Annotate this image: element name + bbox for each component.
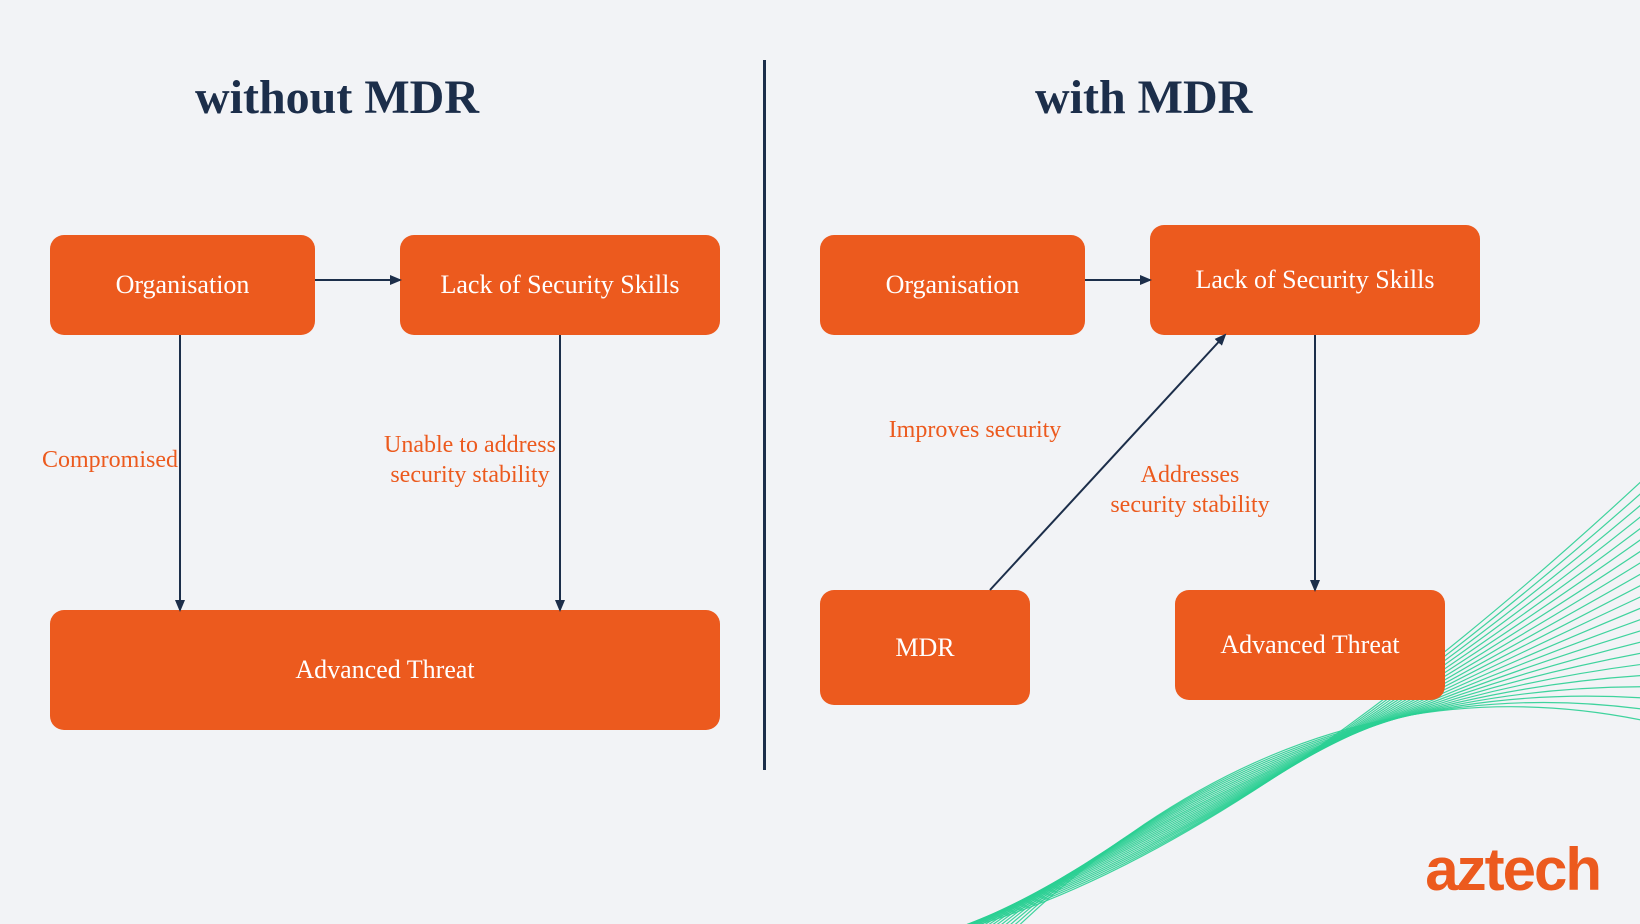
edge-label-compromised: Compromised [30, 445, 190, 475]
node-left-organisation: Organisation [50, 235, 315, 335]
title-left: without MDR [195, 70, 479, 125]
divider [763, 60, 766, 770]
arrows-layer [0, 0, 1640, 924]
edge-label-unable: Unable to addresssecurity stability [350, 430, 590, 490]
node-right-advanced-threat: Advanced Threat [1175, 590, 1445, 700]
node-left-advanced-threat: Advanced Threat [50, 610, 720, 730]
node-right-organisation: Organisation [820, 235, 1085, 335]
edge-label-addresses: Addressessecurity stability [1075, 460, 1305, 520]
node-left-lack-skills: Lack of Security Skills [400, 235, 720, 335]
title-right: with MDR [1035, 70, 1252, 125]
brand-logo: aztech [1425, 835, 1600, 904]
node-right-mdr: MDR [820, 590, 1030, 705]
node-right-lack-skills: Lack of Security Skills [1150, 225, 1480, 335]
edge-label-improves: Improves security [855, 415, 1095, 445]
